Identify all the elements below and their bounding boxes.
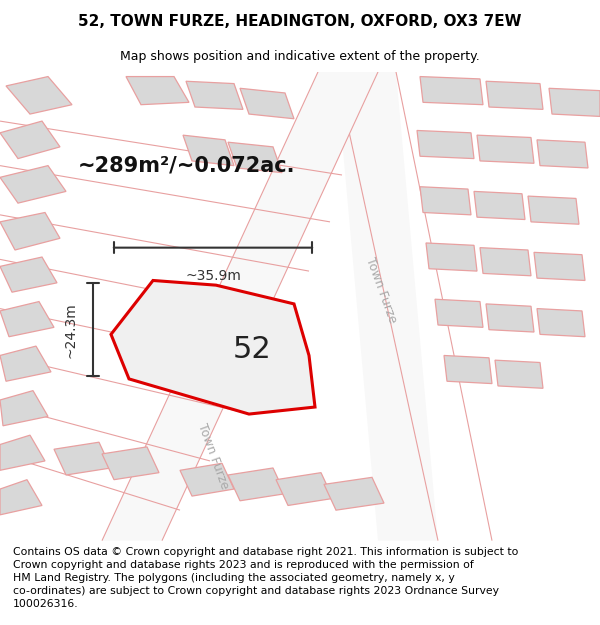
Polygon shape	[480, 248, 531, 276]
Polygon shape	[528, 196, 579, 224]
Polygon shape	[102, 447, 159, 480]
Polygon shape	[0, 346, 51, 381]
Polygon shape	[495, 360, 543, 388]
Polygon shape	[486, 304, 534, 332]
Polygon shape	[486, 81, 543, 109]
Text: ~289m²/~0.072ac.: ~289m²/~0.072ac.	[77, 156, 295, 176]
Text: ~35.9m: ~35.9m	[185, 269, 241, 282]
Polygon shape	[444, 356, 492, 384]
Polygon shape	[534, 253, 585, 281]
Text: Contains OS data © Crown copyright and database right 2021. This information is : Contains OS data © Crown copyright and d…	[13, 546, 518, 609]
Polygon shape	[0, 480, 42, 515]
Polygon shape	[180, 463, 234, 496]
Polygon shape	[420, 76, 483, 104]
Polygon shape	[102, 72, 378, 541]
Polygon shape	[228, 468, 285, 501]
Polygon shape	[0, 301, 54, 337]
Polygon shape	[474, 191, 525, 219]
Text: 52: 52	[233, 335, 271, 364]
Polygon shape	[228, 142, 282, 172]
Text: 52, TOWN FURZE, HEADINGTON, OXFORD, OX3 7EW: 52, TOWN FURZE, HEADINGTON, OXFORD, OX3 …	[78, 14, 522, 29]
Polygon shape	[417, 131, 474, 159]
Text: Town Furze: Town Furze	[195, 421, 231, 491]
Polygon shape	[6, 76, 72, 114]
Polygon shape	[0, 121, 60, 159]
Polygon shape	[0, 213, 60, 250]
Polygon shape	[0, 391, 48, 426]
Polygon shape	[0, 435, 45, 470]
Polygon shape	[276, 472, 333, 506]
Polygon shape	[0, 257, 57, 292]
Polygon shape	[420, 187, 471, 215]
Polygon shape	[336, 72, 438, 541]
Polygon shape	[324, 478, 384, 510]
Polygon shape	[186, 81, 243, 109]
Polygon shape	[435, 299, 483, 328]
Polygon shape	[183, 135, 234, 166]
Text: ~24.3m: ~24.3m	[64, 302, 78, 358]
Polygon shape	[537, 309, 585, 337]
Polygon shape	[426, 243, 477, 271]
Polygon shape	[549, 88, 600, 116]
Polygon shape	[54, 442, 111, 475]
Polygon shape	[537, 140, 588, 168]
Polygon shape	[240, 88, 294, 119]
Polygon shape	[111, 281, 315, 414]
Polygon shape	[126, 76, 189, 104]
Text: Map shows position and indicative extent of the property.: Map shows position and indicative extent…	[120, 49, 480, 62]
Text: Town Furze: Town Furze	[363, 255, 399, 324]
Polygon shape	[477, 135, 534, 163]
Polygon shape	[0, 166, 66, 203]
